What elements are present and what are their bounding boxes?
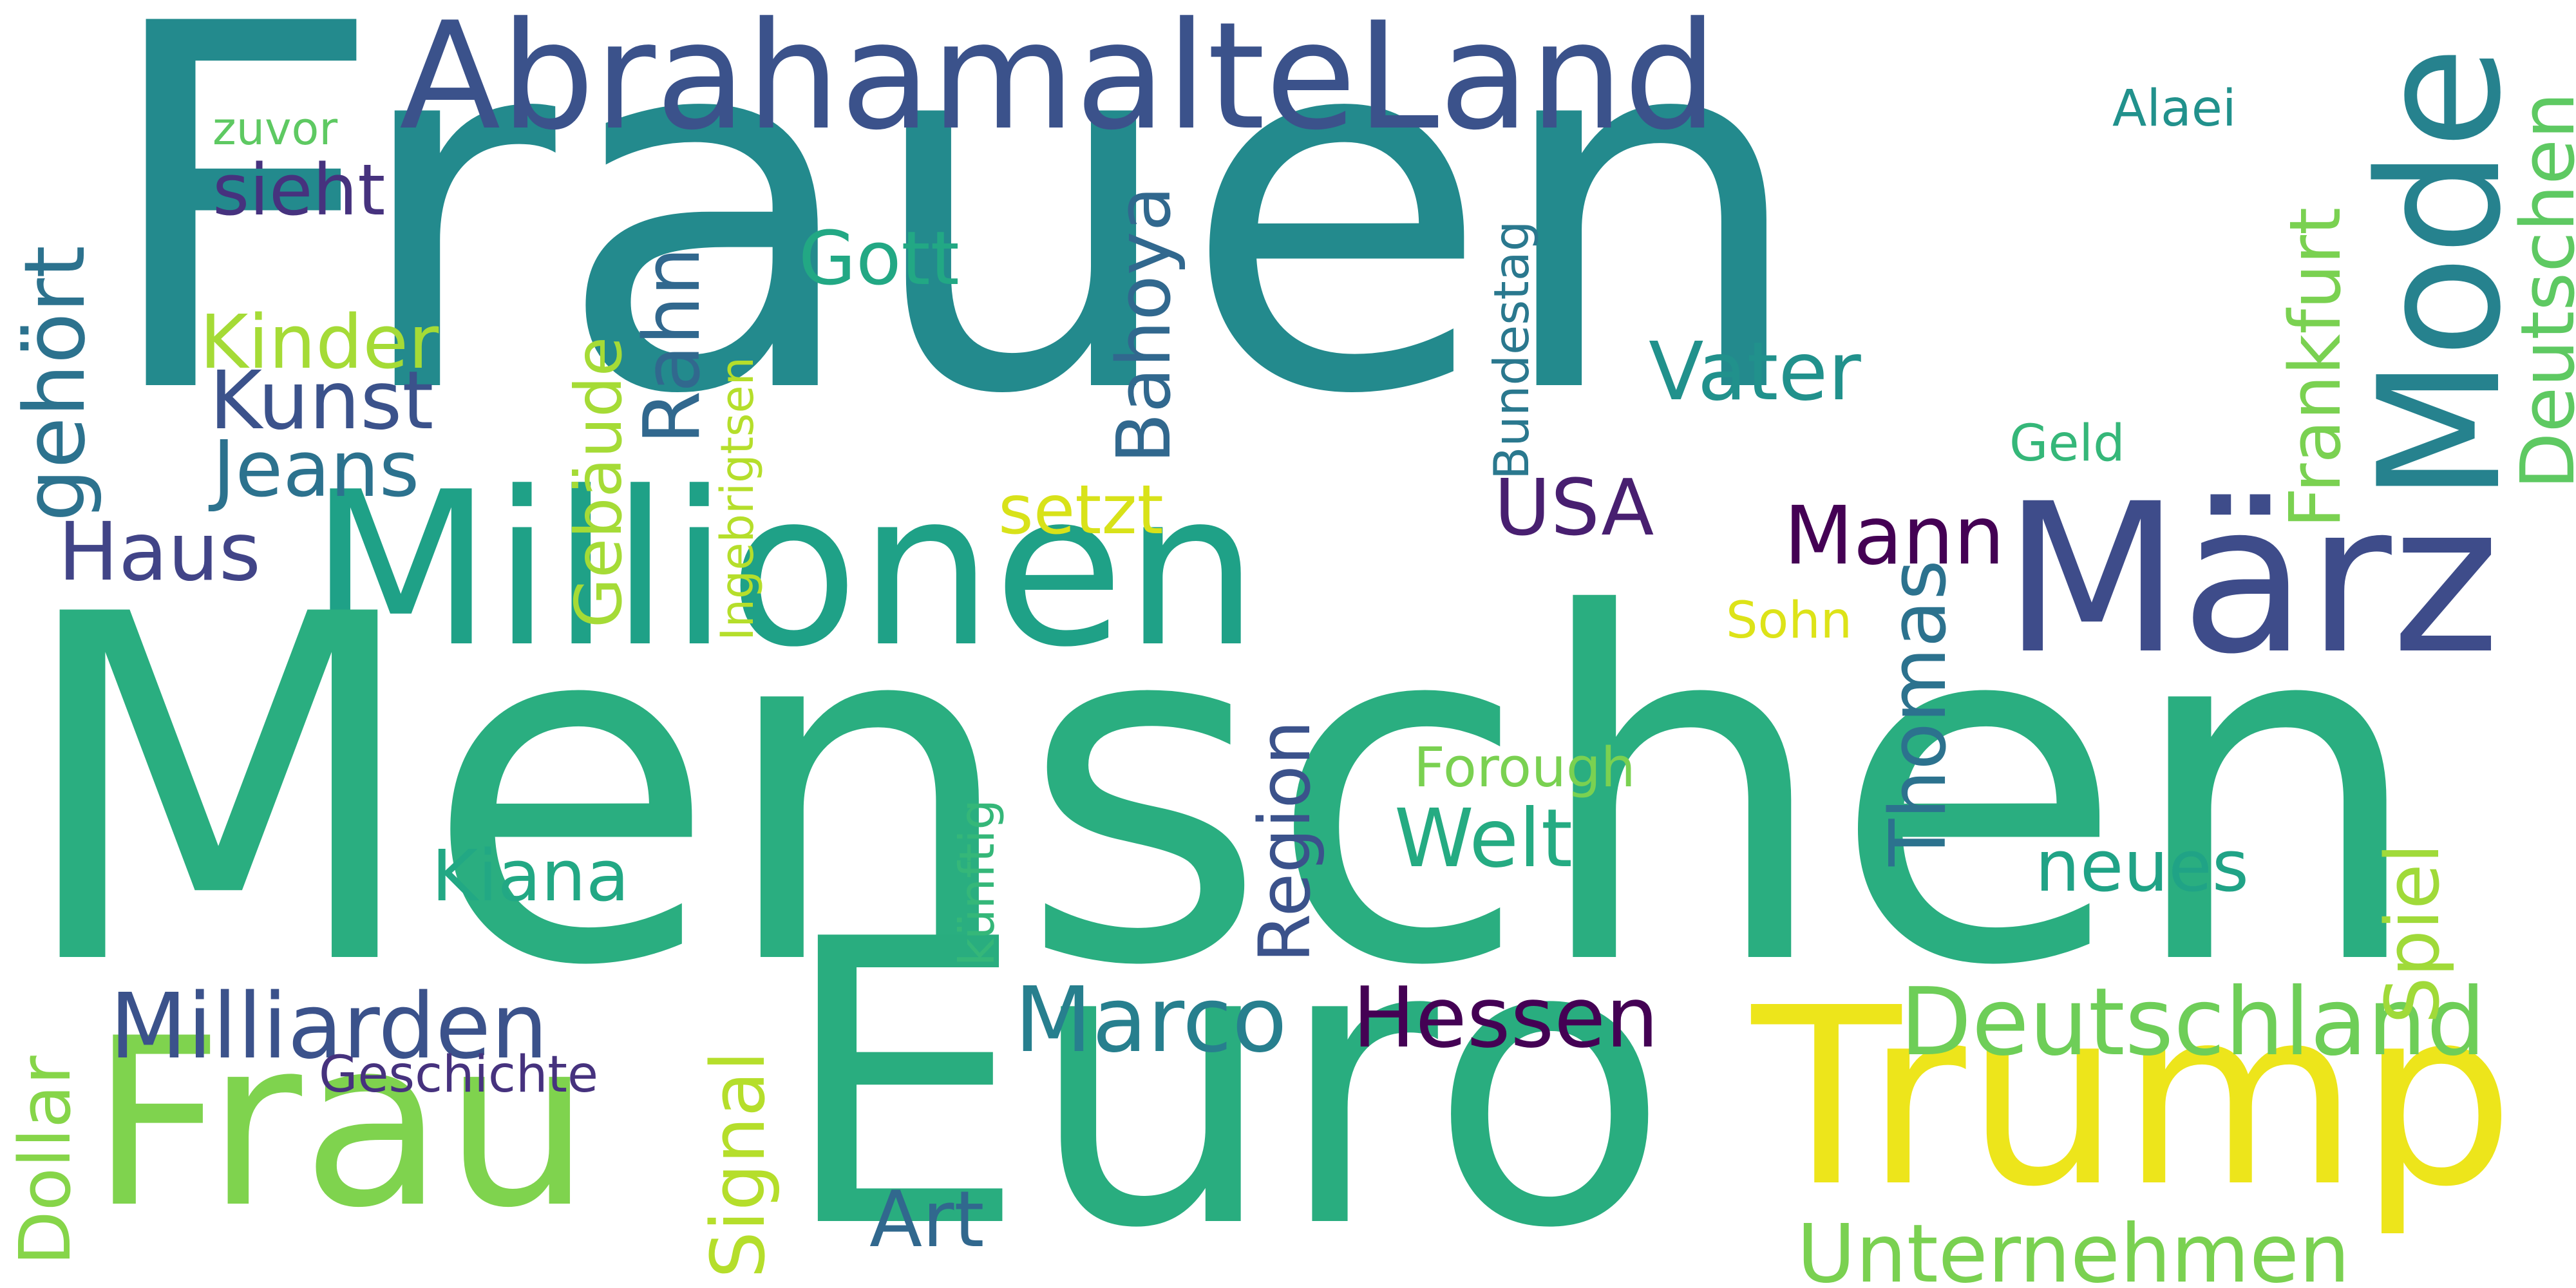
word-region: Region bbox=[1244, 720, 1326, 963]
word-mann: Mann bbox=[1784, 489, 2005, 583]
word-alaei: Alaei bbox=[2112, 80, 2237, 138]
word-rahn: Rahn bbox=[628, 247, 717, 444]
word-neues: neues bbox=[2035, 825, 2249, 907]
word-forough: Forough bbox=[1414, 736, 1636, 800]
word-setzt: setzt bbox=[998, 471, 1164, 549]
word-kiana: Kiana bbox=[431, 835, 630, 917]
word-jeans: Jeans bbox=[213, 425, 420, 515]
word-welt: Welt bbox=[1394, 792, 1573, 886]
word-kinder: Kinder bbox=[200, 299, 439, 386]
word-bundestag: Bundestag bbox=[1483, 220, 1540, 480]
word-milliarden: Milliarden bbox=[109, 974, 548, 1079]
word-geschichte: Geschichte bbox=[319, 1046, 598, 1104]
word-sohn: Sohn bbox=[1726, 592, 1853, 650]
word-kunftig: künftig bbox=[949, 799, 1005, 966]
word-gehort: gehört bbox=[6, 245, 104, 522]
word-frau: Frau bbox=[90, 989, 591, 1258]
word-trump: Trump bbox=[1752, 955, 2515, 1240]
word-hessen: Hessen bbox=[1352, 969, 1659, 1066]
word-gott: Gott bbox=[799, 216, 960, 302]
word-usa: USA bbox=[1494, 464, 1654, 553]
word-millionen: Millionen bbox=[309, 446, 1259, 694]
word-deutschland: Deutschland bbox=[1900, 968, 2486, 1077]
word-signal: Signal bbox=[696, 1050, 782, 1278]
word-marz: März bbox=[2003, 460, 2500, 699]
word-abrahamalteland: AbrahamalteLand bbox=[399, 0, 1718, 163]
word-kunst: Kunst bbox=[209, 354, 434, 448]
word-euro: Euro bbox=[779, 857, 1670, 1288]
word-zuvor: zuvor bbox=[213, 102, 338, 155]
word-unternehmen: Unternehmen bbox=[1797, 1208, 2351, 1288]
word-frankfurt: Frankfurt bbox=[2274, 207, 2356, 528]
word-art: Art bbox=[869, 1175, 985, 1265]
word-thomas: Thomas bbox=[1874, 560, 1964, 866]
word-spiel: Spiel bbox=[2370, 843, 2456, 1024]
word-ingebrigtsen: Ingebrigtsen bbox=[711, 357, 764, 641]
word-bahoya: Bahoya bbox=[1101, 185, 1188, 464]
word-deutschen: Deutschen bbox=[2505, 92, 2576, 489]
word-dollar: Dollar bbox=[4, 1056, 86, 1265]
word-geld: Geld bbox=[2009, 415, 2125, 473]
word-mode: Mode bbox=[2344, 46, 2538, 502]
word-frauen: Frauen bbox=[97, 0, 1810, 504]
word-gebaude: Gebäude bbox=[561, 336, 636, 628]
word-vater: Vater bbox=[1649, 325, 1861, 419]
word-marco: Marco bbox=[1014, 968, 1287, 1073]
word-menschen: Menschen bbox=[13, 515, 2427, 1070]
word-haus: Haus bbox=[58, 506, 261, 599]
word-sieht: sieht bbox=[213, 149, 386, 231]
